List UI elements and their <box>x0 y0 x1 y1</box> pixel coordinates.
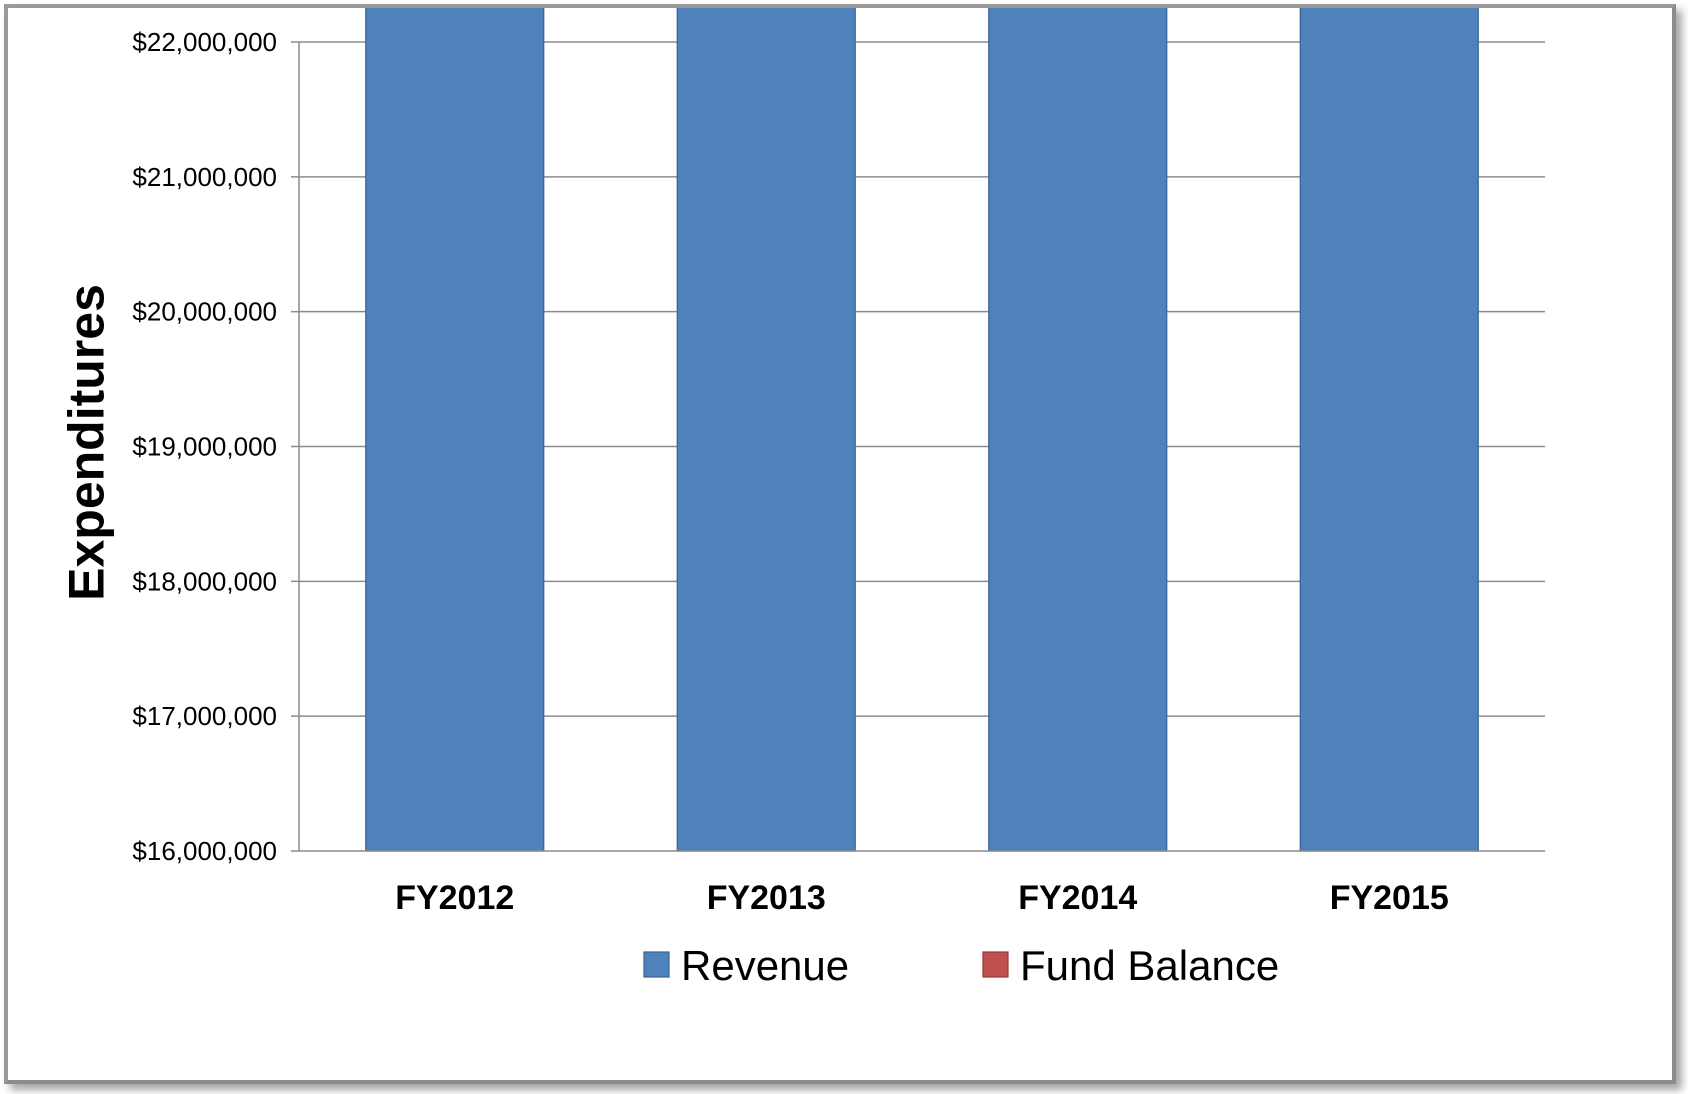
chart-frame: $16,000,000 $17,000,000 $18,000,000 $19,000… <box>4 4 1676 1084</box>
legend: Revenue Fund Balance <box>643 942 1279 989</box>
x-axis-labels: FY2012 FY2013 FY2014 FY2015 <box>395 879 1449 917</box>
bars <box>365 8 1479 852</box>
legend-label: Fund Balance <box>1020 942 1279 989</box>
y-tick-label: $16,000,000 <box>132 836 277 866</box>
y-tick-label: $22,000,000 <box>132 27 277 57</box>
legend-label: Revenue <box>681 942 849 989</box>
x-category-label: FY2012 <box>395 879 514 917</box>
bar-revenue-fy2014 <box>988 8 1168 852</box>
x-category-label: FY2014 <box>1018 879 1137 917</box>
x-category-label: FY2013 <box>707 879 826 917</box>
y-tick-label: $21,000,000 <box>132 162 277 192</box>
y-tick-label: $17,000,000 <box>132 701 277 731</box>
stacked-bar-chart: $16,000,000 $17,000,000 $18,000,000 $19,000… <box>59 8 1545 989</box>
y-tick-label: $19,000,000 <box>132 432 277 462</box>
legend-swatch-revenue <box>643 951 670 978</box>
y-tick-label: $20,000,000 <box>132 297 277 327</box>
y-axis-ticks: $16,000,000 $17,000,000 $18,000,000 $19,000… <box>132 27 299 866</box>
bar-revenue-fy2013 <box>676 8 856 852</box>
legend-swatch-fund-balance <box>982 951 1009 978</box>
x-category-label: FY2015 <box>1330 879 1449 917</box>
axes <box>298 42 1545 852</box>
bar-revenue-fy2012 <box>365 8 545 852</box>
bar-revenue-fy2015 <box>1299 8 1479 852</box>
y-axis-title: Expenditures <box>59 284 115 601</box>
y-tick-label: $18,000,000 <box>132 566 277 596</box>
